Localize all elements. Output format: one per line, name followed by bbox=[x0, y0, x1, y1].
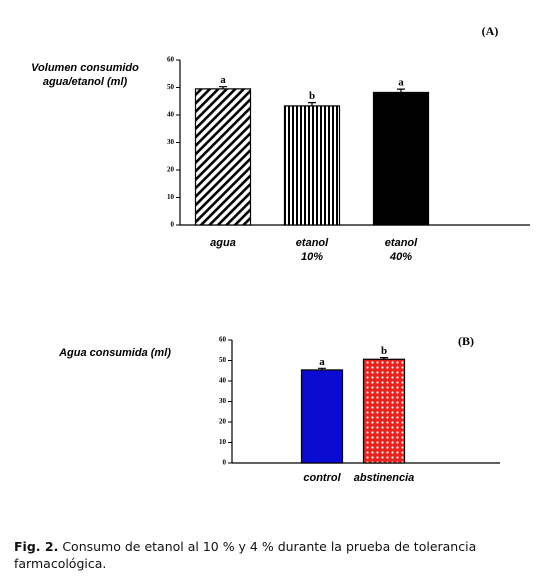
y-tick-label: 30 bbox=[167, 138, 175, 146]
bar bbox=[194, 88, 252, 226]
y-tick-label: 40 bbox=[219, 377, 227, 385]
panel-label: (A) bbox=[482, 24, 499, 38]
y-tick-label: 0 bbox=[223, 459, 227, 467]
error-bar bbox=[380, 357, 388, 360]
significance-letter: b bbox=[309, 90, 315, 102]
error-bar bbox=[219, 86, 227, 89]
figure: (A) Volumen consumido agua/etanol (ml) 0 10 2… bbox=[31, 24, 530, 484]
caption: Fig. 2. Consumo de etanol al 10 % y 4 % … bbox=[14, 538, 539, 572]
caption-text: Consumo de etanol al 10 % y 4 % durante … bbox=[14, 539, 477, 571]
y-tick-label: 50 bbox=[167, 83, 175, 91]
bar bbox=[283, 105, 341, 226]
error-bar bbox=[308, 102, 316, 106]
x-tick-label: etanol 40% bbox=[385, 237, 418, 263]
x-tick-label: control bbox=[303, 472, 341, 484]
significance-letter: a bbox=[319, 356, 325, 368]
x-tick-label: agua bbox=[210, 237, 236, 249]
y-tick-label: 10 bbox=[219, 438, 227, 446]
y-tick-label: 20 bbox=[167, 166, 175, 174]
error-bar bbox=[318, 367, 326, 370]
significance-letter: a bbox=[398, 77, 404, 89]
y-tick-label: 60 bbox=[167, 56, 175, 64]
panel-label: (B) bbox=[458, 334, 474, 348]
y-tick-label: 20 bbox=[219, 418, 227, 426]
error-bar bbox=[397, 88, 405, 93]
caption-label: Fig. 2. bbox=[14, 539, 59, 554]
significance-letter: a bbox=[220, 74, 226, 86]
y-tick-label: 60 bbox=[219, 336, 227, 344]
bar bbox=[300, 369, 344, 464]
y-tick-label: 10 bbox=[167, 193, 175, 201]
y-tick-label: 40 bbox=[167, 111, 175, 119]
bar bbox=[362, 358, 406, 464]
y-tick-label: 30 bbox=[219, 397, 227, 405]
bar bbox=[372, 91, 430, 226]
y-axis-label: agua/etanol (ml) bbox=[43, 76, 128, 88]
x-tick-label: etanol 10% bbox=[296, 237, 329, 263]
y-tick-label: 0 bbox=[171, 221, 175, 229]
x-tick-label: abstinencia bbox=[354, 472, 415, 484]
significance-letter: b bbox=[381, 345, 387, 357]
y-axis-label: Agua consumida (ml) bbox=[58, 347, 171, 359]
y-tick-label: 50 bbox=[219, 356, 227, 364]
y-axis-label: Volumen consumido bbox=[31, 62, 139, 74]
